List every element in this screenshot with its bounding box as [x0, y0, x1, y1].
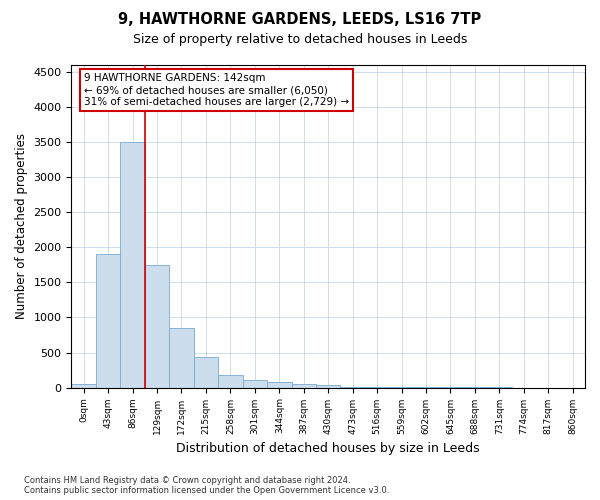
- Y-axis label: Number of detached properties: Number of detached properties: [15, 134, 28, 320]
- Bar: [218, 376, 242, 388]
- Bar: [242, 380, 267, 388]
- Bar: [121, 142, 145, 388]
- Bar: [267, 382, 292, 388]
- Text: 9, HAWTHORNE GARDENS, LEEDS, LS16 7TP: 9, HAWTHORNE GARDENS, LEEDS, LS16 7TP: [118, 12, 482, 28]
- Bar: [194, 358, 218, 388]
- Bar: [145, 265, 169, 388]
- Bar: [96, 254, 121, 388]
- Bar: [316, 386, 340, 388]
- Bar: [169, 328, 194, 388]
- Text: Contains HM Land Registry data © Crown copyright and database right 2024.
Contai: Contains HM Land Registry data © Crown c…: [24, 476, 389, 495]
- Text: 9 HAWTHORNE GARDENS: 142sqm
← 69% of detached houses are smaller (6,050)
31% of : 9 HAWTHORNE GARDENS: 142sqm ← 69% of det…: [84, 74, 349, 106]
- Bar: [340, 387, 365, 388]
- Bar: [71, 384, 96, 388]
- Bar: [292, 384, 316, 388]
- X-axis label: Distribution of detached houses by size in Leeds: Distribution of detached houses by size …: [176, 442, 480, 455]
- Text: Size of property relative to detached houses in Leeds: Size of property relative to detached ho…: [133, 32, 467, 46]
